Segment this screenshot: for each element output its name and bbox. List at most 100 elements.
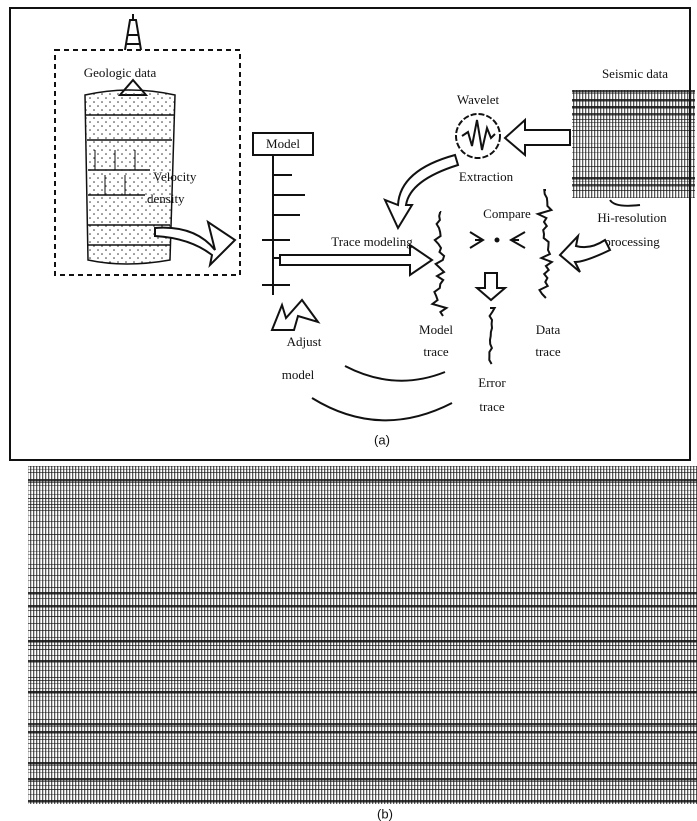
seismic-reflector [28, 469, 697, 470]
seismic-reflector [28, 575, 697, 576]
seismic-reflector [28, 743, 697, 744]
seismic-reflector [28, 554, 697, 555]
seismic-reflector [28, 521, 697, 522]
seismic-reflector [28, 490, 697, 491]
seismic-reflector [28, 670, 697, 671]
seismic-reflector [28, 800, 697, 803]
seismic-reflector [28, 660, 697, 663]
error-arrow [477, 273, 505, 300]
seismic-reflector [28, 751, 697, 752]
seismic-reflector [28, 482, 697, 483]
seismic-reflector [28, 645, 697, 646]
model-trace-label: Model [419, 322, 453, 337]
model-label-2: model [282, 367, 315, 382]
seismic-reflector [28, 757, 697, 758]
seismic-reflector [572, 126, 695, 127]
panel-b-label: (b) [377, 806, 393, 821]
extraction-label: Extraction [459, 169, 514, 184]
seismic-section-small [572, 90, 695, 198]
seismic-reflector [28, 700, 697, 701]
data-trace-wiggle [538, 190, 552, 298]
seismic-reflector [572, 159, 695, 160]
seismic-texture [28, 466, 697, 804]
seismic-reflector [28, 510, 697, 511]
seismic-reflector [28, 772, 697, 773]
compare-dot [495, 238, 500, 243]
seismic-reflector [28, 769, 697, 770]
wavelet-label: Wavelet [457, 92, 500, 107]
seismic-reflector [28, 637, 697, 638]
seismic-reflector [28, 706, 697, 707]
seismic-reflector [28, 649, 697, 650]
seismic-reflector [28, 568, 697, 569]
seismic-reflector [28, 534, 697, 535]
seismic-reflector [28, 778, 697, 781]
seismic-data-label: Seismic data [602, 66, 668, 81]
seismic-reflector [572, 90, 695, 93]
seismic-reflector [28, 666, 697, 667]
seismic-reflector [28, 739, 697, 740]
seismic-reflector [28, 527, 697, 528]
seismic-reflector [28, 605, 697, 608]
seismic-reflector [28, 736, 697, 737]
compare-label: Compare [483, 206, 531, 221]
trace-modeling-label: Trace modeling [331, 234, 413, 249]
seismic-reflector [28, 785, 697, 786]
seismic-reflector [28, 592, 697, 595]
wavelet-down-arrow [385, 155, 458, 228]
seismic-reflector [572, 93, 695, 94]
seismic-reflector [28, 564, 697, 565]
hi-resolution-label: Hi-resolution [597, 210, 667, 225]
seismic-reflector [572, 181, 695, 182]
model-label: Model [266, 136, 300, 151]
seismic-reflector [572, 136, 695, 137]
seismic-reflector [572, 143, 695, 144]
trace-modeling-arrow [280, 245, 432, 275]
seismic-reflector [28, 598, 697, 599]
seismic-reflector [572, 190, 695, 191]
seismic-reflector [28, 504, 697, 505]
seismic-reflector [28, 610, 697, 611]
processing-pointer [610, 200, 640, 206]
seismic-reflector [28, 515, 697, 516]
seismic-reflector [28, 558, 697, 559]
processing-arrow [560, 236, 610, 272]
seismic-reflector [28, 781, 697, 782]
seismic-reflector [28, 540, 697, 541]
seismic-reflector [28, 726, 697, 727]
seismic-to-wavelet-arrow [505, 120, 570, 155]
wavelet-shape [462, 120, 495, 150]
seismic-reflector [28, 501, 697, 502]
seismic-reflector [28, 762, 697, 765]
seismic-reflector [28, 507, 697, 508]
velocity-label: Velocity [153, 169, 197, 184]
seismic-reflector [572, 113, 695, 116]
error-trace-label: Error [478, 375, 506, 390]
seismic-reflector [572, 122, 695, 123]
seismic-section-large [28, 466, 697, 804]
seismic-reflector [572, 177, 695, 180]
seismic-reflector [28, 688, 697, 689]
seismic-reflector [572, 171, 695, 172]
seismic-reflector [28, 544, 697, 545]
derrick-icon [120, 14, 146, 95]
seismic-reflector [28, 691, 697, 694]
seismic-reflector [28, 479, 697, 482]
seismic-reflector [28, 680, 697, 681]
seismic-reflector [28, 696, 697, 697]
geologic-data-label: Geologic data [84, 65, 157, 80]
seismic-reflector [28, 640, 697, 643]
seismic-reflector [28, 765, 697, 766]
seismic-reflector [28, 677, 697, 678]
panel-a-label: (a) [374, 432, 390, 447]
model-log [262, 155, 305, 295]
error-trace-label: trace [479, 399, 504, 414]
processing-label: processing [604, 234, 660, 249]
seismic-reflector [28, 748, 697, 749]
seismic-reflector [28, 616, 697, 617]
seismic-reflector [28, 551, 697, 552]
seismic-reflector [572, 166, 695, 167]
data-trace-label: trace [535, 344, 560, 359]
seismic-reflector [572, 99, 695, 102]
seismic-reflector [572, 152, 695, 153]
